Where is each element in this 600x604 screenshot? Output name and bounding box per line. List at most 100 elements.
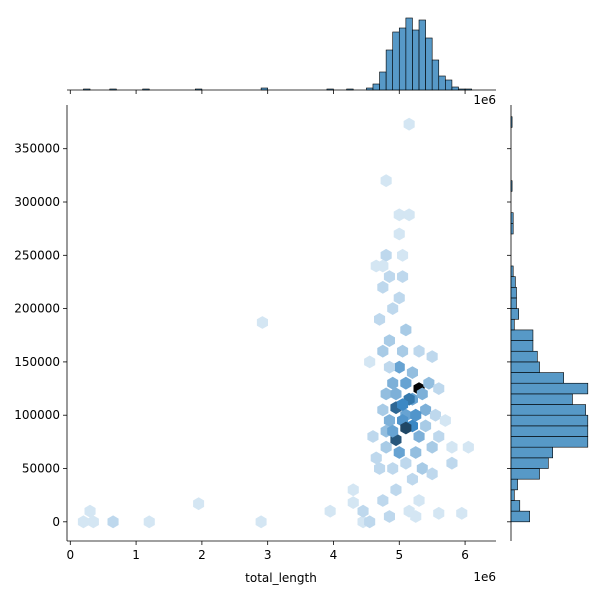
hexbin: [377, 403, 389, 417]
hexbin: [410, 446, 422, 459]
hexbin: [383, 360, 395, 374]
hexbin: [380, 440, 392, 454]
right-hist-bar: [510, 286, 517, 299]
hexbin: [380, 387, 392, 401]
top-hist-bar: [385, 49, 393, 91]
right-hist-bar: [510, 340, 534, 352]
x-tick-label: 1: [132, 548, 140, 562]
right-hist-bar: [510, 425, 589, 437]
hexbin: [410, 408, 422, 422]
hexbin: [413, 494, 425, 507]
right-hist-bar: [510, 276, 516, 288]
right-hist-bar: [510, 489, 515, 501]
hexbin: [433, 430, 445, 443]
hexbin: [446, 440, 458, 454]
x-tick-label: 0: [66, 548, 74, 562]
hexbin: [393, 291, 405, 305]
top-hist-bar: [412, 29, 420, 91]
hexbin: [347, 496, 359, 509]
hexbin: [77, 515, 89, 529]
hexbin: [416, 462, 428, 475]
top-hist-bar: [379, 71, 387, 91]
hexbin: [357, 504, 369, 518]
hexbin: [377, 280, 389, 294]
hexbin: [400, 323, 412, 337]
hexbin: [456, 506, 468, 520]
hexbin: [393, 360, 405, 374]
right-hist-bar: [510, 329, 534, 341]
hexbin: [397, 248, 409, 262]
top-hist-bar: [464, 88, 472, 91]
top-hist-bar: [109, 88, 117, 91]
hexbin: [403, 117, 415, 131]
right-hist-bar: [510, 500, 521, 512]
right-hist-bar: [510, 361, 540, 373]
y-tick-label: 300000: [14, 195, 60, 209]
top-hist-bar: [431, 59, 440, 91]
top-hist-bar: [445, 79, 453, 91]
top-hist-bar: [425, 37, 433, 91]
hexbin: [377, 494, 389, 507]
y-tick-label: 350000: [14, 142, 60, 156]
right-hist-bar: [510, 212, 514, 224]
top-hist-bar: [392, 31, 400, 91]
right-hist-bar: [510, 180, 513, 192]
right-hist-bar: [510, 223, 514, 235]
hexbin: [193, 497, 205, 511]
hexbin: [403, 504, 415, 518]
top-hist-bar: [260, 87, 268, 91]
hexbin: [433, 506, 445, 520]
hexbin: [370, 451, 382, 465]
hexbin: [387, 462, 399, 475]
hexbin: [416, 387, 428, 401]
hexbin: [374, 312, 386, 326]
hexbin: [374, 462, 386, 475]
right-hist-bar: [510, 446, 553, 459]
hexbin: [406, 366, 418, 379]
hexbin: [462, 440, 474, 454]
hexbin: [367, 430, 379, 443]
top-hist-bar: [83, 88, 91, 91]
top-hist-bar: [372, 83, 380, 91]
hexbin: [426, 440, 438, 454]
hexbin: [390, 483, 402, 497]
right-hist-bar: [510, 436, 589, 448]
hexbin: [406, 472, 418, 486]
hexbin: [439, 414, 451, 427]
top-hist-bar: [195, 88, 203, 91]
x-offset-label: 1e6: [473, 570, 496, 584]
hexbin: [433, 382, 445, 395]
top-hist-bar: [142, 88, 150, 91]
hexbin: [420, 403, 432, 417]
right-hist-bar: [510, 414, 589, 427]
x-tick-label: 3: [264, 548, 272, 562]
hexbin: [377, 344, 389, 358]
hexbin: [364, 515, 376, 529]
hexbin: [393, 208, 405, 222]
right-hist-bar: [510, 468, 540, 480]
hexbin: [370, 259, 382, 273]
hexbin: [400, 421, 412, 435]
right-hist-bar: [510, 265, 514, 277]
hexbin: [107, 515, 119, 529]
hexbin: [380, 248, 392, 262]
hexbin: [426, 350, 438, 363]
hexbin: [420, 419, 432, 433]
hexbin: [426, 467, 438, 481]
hexbin: [423, 376, 435, 390]
x-axis-label: total_length: [245, 571, 317, 585]
x-tick-label: 4: [330, 548, 338, 562]
hexbin: [387, 424, 399, 438]
right-hist-bar: [510, 510, 530, 523]
x-offset-label: 1e6: [473, 93, 496, 107]
top-hist-bar: [405, 17, 413, 91]
hexbin: [400, 376, 412, 390]
top-hist-bar: [438, 75, 446, 91]
y-tick-label: 100000: [14, 408, 60, 422]
right-hist-bar: [510, 404, 586, 416]
hexbin: [383, 334, 395, 347]
hexbin: [397, 270, 409, 283]
hexbin: [387, 302, 399, 315]
hexbin: [324, 504, 336, 518]
